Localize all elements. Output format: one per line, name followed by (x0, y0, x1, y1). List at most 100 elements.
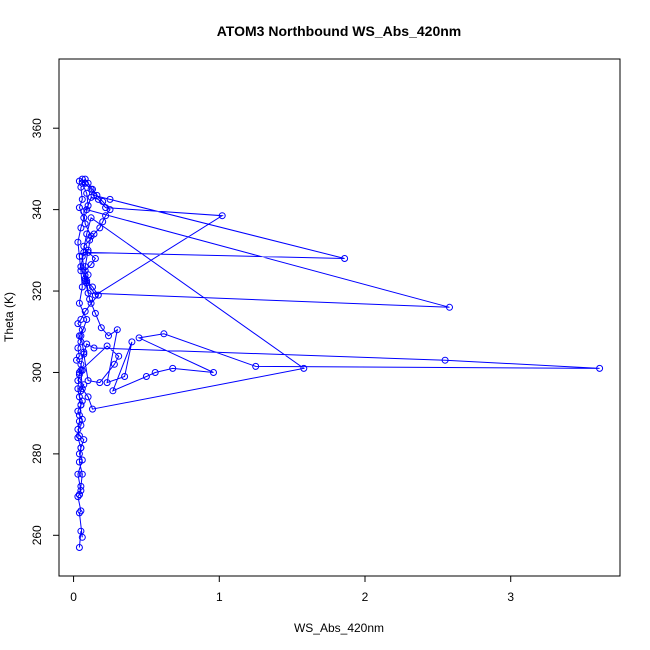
data-point (151, 369, 159, 376)
y-tick-label: 300 (30, 362, 44, 382)
data-point (75, 509, 83, 517)
data-point (102, 204, 110, 212)
data-point (300, 364, 308, 372)
series-line (75, 178, 600, 548)
data-point (75, 299, 83, 307)
data-point (87, 299, 95, 307)
data-point (121, 373, 129, 380)
data-point (84, 246, 92, 254)
data-point (84, 248, 92, 256)
data-point (89, 405, 96, 413)
data-point (97, 324, 105, 332)
data-point (83, 206, 91, 214)
data-point (160, 330, 168, 338)
data-point (596, 364, 604, 372)
data-point (78, 385, 86, 393)
x-axis: 0 1 2 3 (70, 575, 514, 604)
data-point (96, 379, 104, 387)
data-point (113, 326, 121, 334)
data-point (83, 340, 91, 348)
data-point (218, 212, 226, 220)
x-tick-label: 1 (216, 590, 223, 604)
data-point (83, 279, 91, 287)
data-point (75, 204, 83, 212)
data-point (74, 344, 82, 352)
data-point (90, 191, 98, 199)
data-point (83, 316, 91, 323)
data-point (74, 434, 82, 442)
data-point (91, 291, 99, 299)
data-point (115, 352, 123, 360)
x-axis-label: WS_Abs_420nm (294, 621, 384, 635)
data-point (81, 307, 89, 315)
data-point (81, 277, 89, 285)
x-tick-label: 3 (507, 590, 514, 604)
data-point (91, 255, 99, 262)
x-tick-label: 0 (70, 590, 77, 604)
data-point (446, 303, 453, 311)
data-point (99, 218, 107, 226)
data-point (103, 379, 111, 387)
data-point (75, 352, 83, 360)
data-point (87, 185, 95, 193)
data-point (75, 491, 83, 499)
y-axis-label: Theta (K) (2, 292, 16, 342)
data-point (77, 263, 85, 271)
data-point (74, 238, 82, 246)
data-point (84, 289, 92, 297)
data-point (77, 366, 85, 374)
data-point (94, 195, 102, 203)
data-point (77, 507, 85, 515)
data-point (91, 309, 99, 317)
data-point (75, 417, 83, 425)
data-point (80, 350, 88, 358)
data-point (106, 206, 114, 214)
data-point (77, 224, 85, 232)
data-point (75, 369, 83, 376)
y-tick-label: 320 (30, 281, 44, 301)
data-point (78, 252, 86, 260)
data-point (210, 369, 217, 376)
data-point (77, 444, 85, 452)
data-point (78, 470, 86, 478)
data-point (84, 202, 92, 210)
data-point (74, 385, 82, 393)
data-point (84, 393, 92, 401)
data-point (84, 377, 92, 385)
data-point (75, 458, 83, 466)
data-point (77, 482, 85, 490)
data-point (74, 493, 82, 501)
data-point (142, 373, 150, 380)
data-point (81, 263, 89, 271)
data-point (169, 364, 177, 372)
data-point (81, 179, 89, 187)
y-tick-label: 280 (30, 444, 44, 464)
x-tick-label: 2 (362, 590, 369, 604)
y-tick-label: 260 (30, 525, 44, 545)
data-point (80, 436, 88, 444)
data-point (90, 344, 98, 352)
data-point (135, 334, 143, 342)
data-point (77, 267, 85, 275)
data-point (86, 236, 94, 244)
data-point (78, 283, 86, 291)
chart-title: ATOM3 Northbound WS_Abs_420nm (217, 23, 462, 39)
data-point (252, 362, 260, 370)
plot-frame (58, 58, 621, 577)
data-point (80, 214, 88, 222)
data-point (81, 267, 89, 275)
data-point (109, 387, 117, 395)
data-point (80, 248, 88, 256)
data-point (87, 214, 95, 222)
data-point (105, 332, 112, 340)
data-point (77, 487, 85, 494)
data-point (99, 198, 107, 205)
y-tick-label: 360 (30, 118, 44, 138)
data-point (89, 283, 96, 291)
data-point (77, 401, 85, 409)
y-axis: 260 280 300 320 340 360 (30, 118, 60, 545)
data-point (75, 432, 83, 440)
data-point (81, 275, 89, 283)
data-point (80, 348, 88, 356)
